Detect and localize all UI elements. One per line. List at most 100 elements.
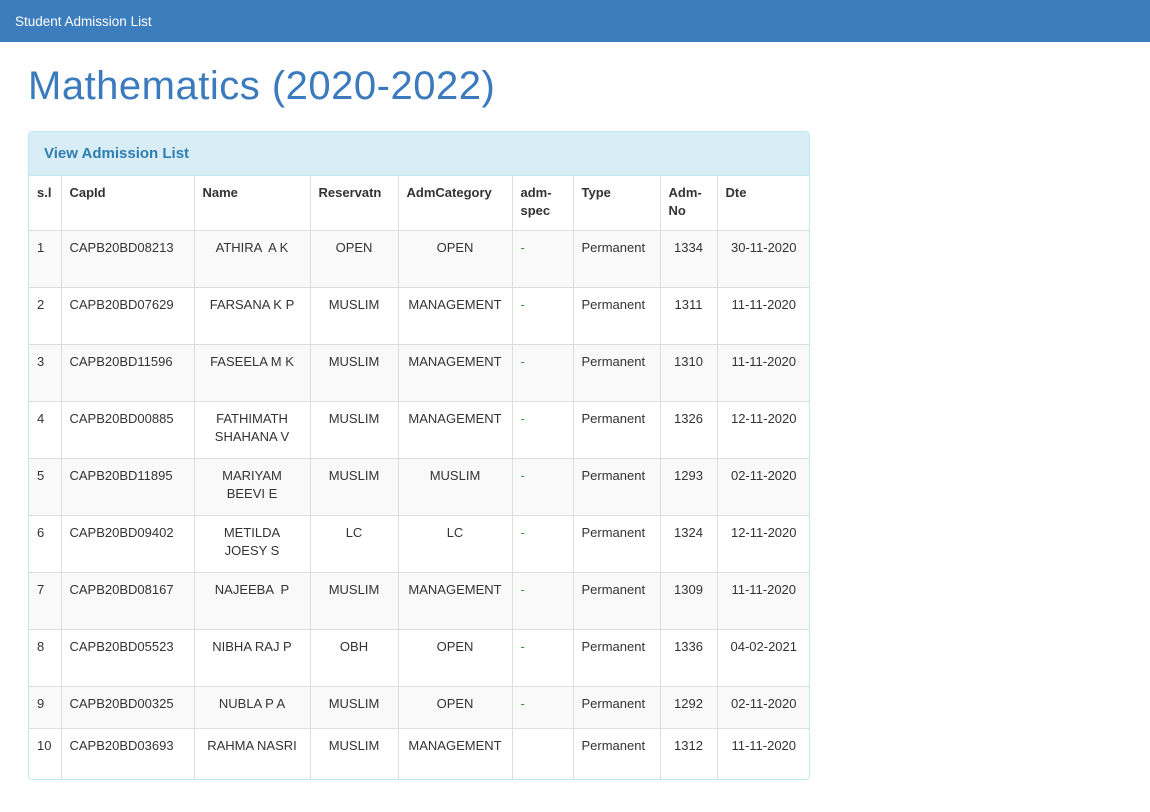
cell-dte: 11-11-2020 (716, 571, 809, 630)
cell-sl: 8 (29, 628, 62, 687)
table-row: 6 CAPB20BD09402 METILDA JOESY S LC LC - Perman… (29, 514, 809, 573)
cell-admcategory: LC (397, 514, 513, 573)
cell-reservatn: MUSLIM (309, 457, 399, 516)
cell-admspec: - (511, 343, 574, 402)
cell-sl: 4 (29, 400, 62, 459)
cell-name: RAHMA NASRI (193, 727, 311, 779)
cell-dte: 30-11-2020 (716, 229, 809, 288)
cell-sl: 7 (29, 571, 62, 630)
cell-admspec: - (511, 286, 574, 345)
cell-type: Permanent (572, 229, 661, 288)
cell-reservatn: MUSLIM (309, 685, 399, 729)
cell-name: NUBLA P A (193, 685, 311, 729)
cell-capid: CAPB20BD08167 (60, 571, 195, 630)
cell-reservatn: OPEN (309, 229, 399, 288)
cell-reservatn: MUSLIM (309, 400, 399, 459)
cell-type: Permanent (572, 685, 661, 729)
cell-reservatn: MUSLIM (309, 727, 399, 779)
cell-admcategory: MANAGEMENT (397, 571, 513, 630)
cell-admno: 1309 (659, 571, 718, 630)
cell-dte: 11-11-2020 (716, 286, 809, 345)
cell-dte: 12-11-2020 (716, 400, 809, 459)
cell-admno: 1310 (659, 343, 718, 402)
column-header-name: Name (193, 176, 311, 231)
cell-admno: 1293 (659, 457, 718, 516)
table-row: 9 CAPB20BD00325 NUBLA P A MUSLIM OPEN - Perman… (29, 685, 809, 729)
admission-list-panel: View Admission List s.l CapId Name Reservat… (28, 131, 810, 780)
cell-admno: 1312 (659, 727, 718, 779)
column-header-dte: Dte (716, 176, 809, 231)
cell-type: Permanent (572, 514, 661, 573)
column-header-capid: CapId (60, 176, 195, 231)
cell-admspec (511, 727, 574, 779)
cell-type: Permanent (572, 400, 661, 459)
cell-capid: CAPB20BD11895 (60, 457, 195, 516)
cell-name: FARSANA K P (193, 286, 311, 345)
column-header-reservatn: Reservatn (309, 176, 399, 231)
cell-capid: CAPB20BD11596 (60, 343, 195, 402)
cell-sl: 6 (29, 514, 62, 573)
navbar-brand-link[interactable]: Student Admission List (15, 13, 152, 29)
cell-sl: 1 (29, 229, 62, 288)
cell-name: MARIYAM BEEVI E (193, 457, 311, 516)
cell-capid: CAPB20BD00325 (60, 685, 195, 729)
column-header-admcategory: AdmCategory (397, 176, 513, 231)
table-header-row: s.l CapId Name Reservatn AdmCategory adm-spec… (29, 176, 809, 231)
cell-admcategory: OPEN (397, 685, 513, 729)
cell-admno: 1324 (659, 514, 718, 573)
table-row: 8 CAPB20BD05523 NIBHA RAJ P OBH OPEN - Permane… (29, 628, 809, 687)
navbar: Student Admission List (0, 0, 1150, 42)
panel-title: View Admission List (44, 145, 190, 162)
cell-capid: CAPB20BD00885 (60, 400, 195, 459)
cell-admspec: - (511, 457, 574, 516)
cell-admcategory: OPEN (397, 628, 513, 687)
cell-dte: 11-11-2020 (716, 727, 809, 779)
cell-admspec: - (511, 514, 574, 573)
cell-capid: CAPB20BD07629 (60, 286, 195, 345)
cell-dte: 12-11-2020 (716, 514, 809, 573)
cell-admcategory: MANAGEMENT (397, 727, 513, 779)
cell-admspec: - (511, 229, 574, 288)
cell-sl: 3 (29, 343, 62, 402)
cell-admcategory: OPEN (397, 229, 513, 288)
cell-admno: 1336 (659, 628, 718, 687)
cell-name: NAJEEBA P (193, 571, 311, 630)
cell-dte: 11-11-2020 (716, 343, 809, 402)
cell-type: Permanent (572, 286, 661, 345)
cell-name: METILDA JOESY S (193, 514, 311, 573)
cell-type: Permanent (572, 571, 661, 630)
table-row: 5 CAPB20BD11895 MARIYAM BEEVI E MUSLIM MUSLI… (29, 457, 809, 516)
column-header-admspec: adm-spec (511, 176, 574, 231)
table-row: 7 CAPB20BD08167 NAJEEBA P MUSLIM MANAGEMENT -… (29, 571, 809, 630)
cell-capid: CAPB20BD05523 (60, 628, 195, 687)
column-header-admno: Adm-No (659, 176, 718, 231)
cell-type: Permanent (572, 457, 661, 516)
cell-sl: 10 (29, 727, 62, 779)
cell-admspec: - (511, 571, 574, 630)
cell-admcategory: MANAGEMENT (397, 343, 513, 402)
cell-reservatn: MUSLIM (309, 571, 399, 630)
cell-name: FATHIMATH SHAHANA V (193, 400, 311, 459)
cell-type: Permanent (572, 343, 661, 402)
page-title: Mathematics (2020-2022) (28, 64, 496, 108)
cell-admcategory: MANAGEMENT (397, 286, 513, 345)
cell-capid: CAPB20BD08213 (60, 229, 195, 288)
cell-name: FASEELA M K (193, 343, 311, 402)
cell-sl: 5 (29, 457, 62, 516)
column-header-type: Type (572, 176, 661, 231)
cell-sl: 9 (29, 685, 62, 729)
cell-admno: 1292 (659, 685, 718, 729)
panel-heading: View Admission List (29, 132, 809, 176)
table-row: 4 CAPB20BD00885 FATHIMATH SHAHANA V MUSLIM M… (29, 400, 809, 459)
cell-reservatn: MUSLIM (309, 286, 399, 345)
cell-dte: 02-11-2020 (716, 685, 809, 729)
cell-sl: 2 (29, 286, 62, 345)
cell-dte: 02-11-2020 (716, 457, 809, 516)
admission-table: s.l CapId Name Reservatn AdmCategory adm-spec… (29, 176, 809, 779)
column-header-sl: s.l (29, 176, 62, 231)
cell-admspec: - (511, 685, 574, 729)
cell-reservatn: OBH (309, 628, 399, 687)
cell-dte: 04-02-2021 (716, 628, 809, 687)
admission-table-head: s.l CapId Name Reservatn AdmCategory adm-spec… (29, 176, 809, 231)
cell-name: ATHIRA A K (193, 229, 311, 288)
